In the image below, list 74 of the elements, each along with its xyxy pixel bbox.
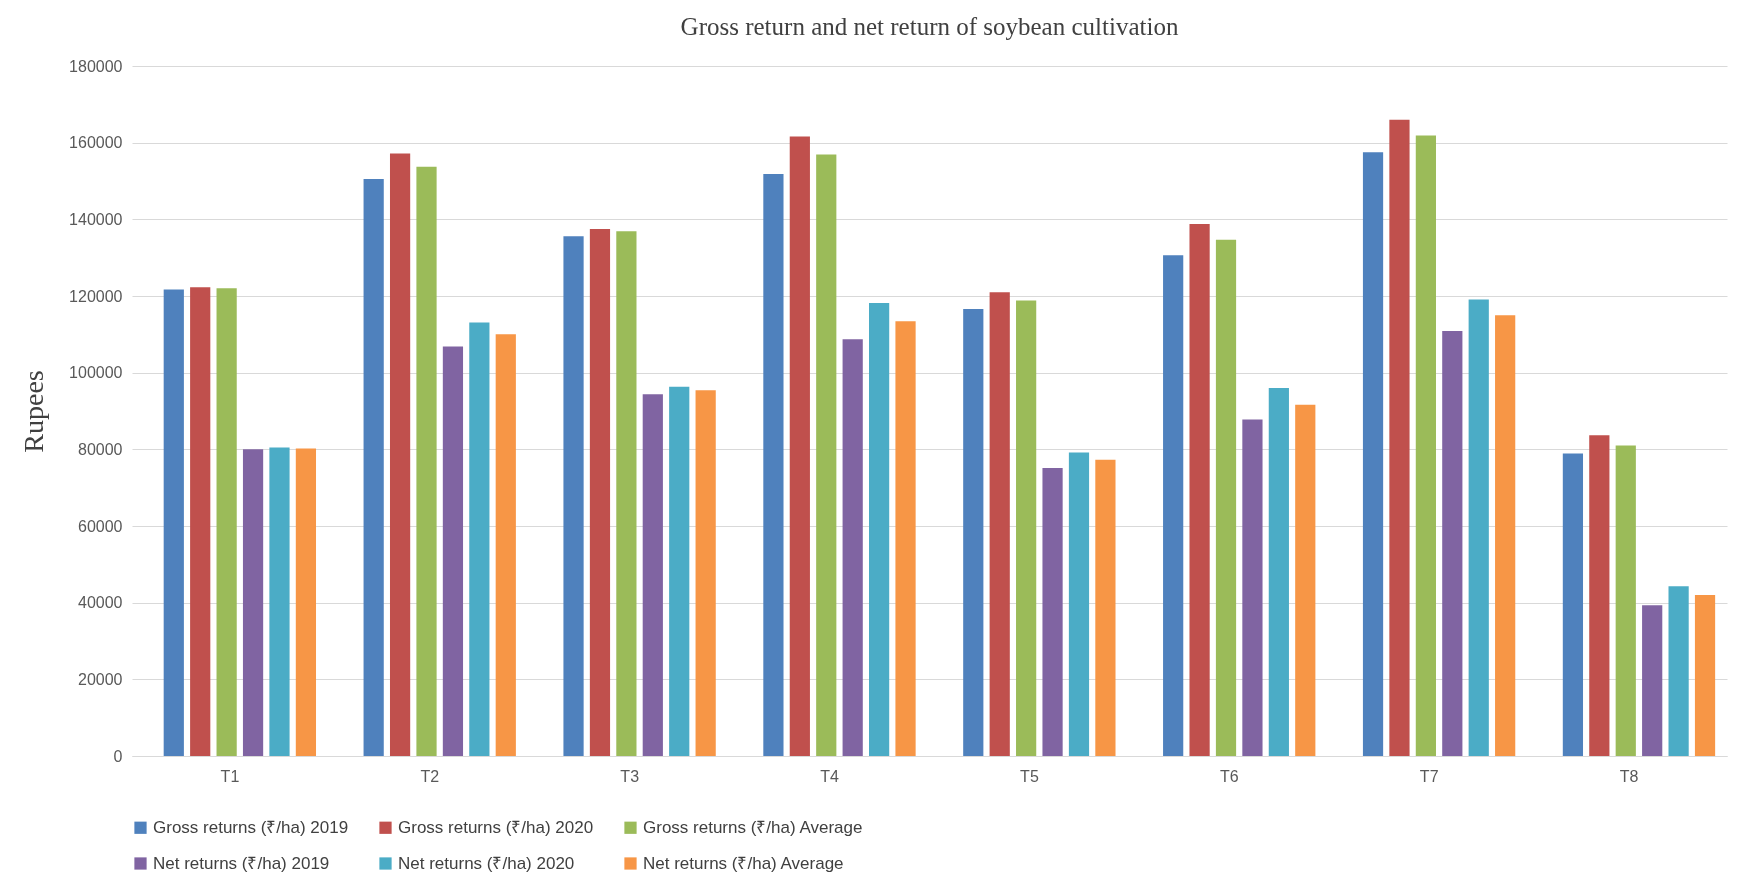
bar bbox=[163, 289, 184, 756]
legend-label: Net returns (₹/ha) Average bbox=[643, 853, 844, 873]
x-tick-label: T5 bbox=[1020, 767, 1039, 785]
bar bbox=[1615, 445, 1636, 756]
legend-label: Net returns (₹/ha) 2019 bbox=[153, 853, 330, 873]
bar bbox=[1362, 152, 1384, 756]
y-tick-label: 40000 bbox=[78, 594, 123, 612]
bar bbox=[1268, 388, 1289, 756]
bar bbox=[789, 136, 810, 756]
bar bbox=[363, 179, 384, 756]
y-tick-label: 20000 bbox=[78, 670, 123, 688]
bar bbox=[1295, 404, 1316, 756]
x-tick-label: T6 bbox=[1219, 767, 1239, 785]
bar bbox=[1589, 435, 1610, 756]
bar bbox=[1468, 299, 1489, 756]
bar bbox=[589, 228, 611, 756]
y-tick-label: 160000 bbox=[69, 134, 123, 152]
bar bbox=[763, 174, 784, 756]
bar bbox=[616, 231, 637, 756]
x-tick-label: T1 bbox=[220, 767, 240, 785]
bar bbox=[1389, 119, 1410, 756]
bar bbox=[1215, 239, 1237, 756]
bar bbox=[469, 322, 490, 756]
bar bbox=[1042, 468, 1063, 756]
y-tick-label: 100000 bbox=[69, 364, 123, 382]
bar bbox=[1016, 300, 1037, 756]
chart-title: Gross return and net return of soybean cultivation bbox=[680, 13, 1179, 40]
bar bbox=[989, 292, 1010, 756]
bar bbox=[1189, 223, 1210, 756]
x-tick-label: T3 bbox=[620, 767, 640, 785]
x-tick-label: T7 bbox=[1419, 767, 1439, 785]
legend-label: Gross returns (₹/ha) Average bbox=[643, 817, 863, 837]
bar bbox=[216, 288, 237, 756]
bar bbox=[695, 390, 716, 756]
bar bbox=[563, 236, 584, 756]
bar bbox=[1642, 605, 1663, 756]
bar bbox=[816, 154, 837, 756]
y-axis-title: Rupees bbox=[18, 370, 50, 453]
y-tick-label: 140000 bbox=[69, 210, 123, 228]
y-tick-label: 180000 bbox=[69, 57, 123, 75]
bar bbox=[1068, 452, 1090, 756]
bar bbox=[389, 153, 411, 756]
bar bbox=[495, 334, 516, 756]
legend-label: Gross returns (₹/ha) 2019 bbox=[153, 817, 349, 837]
x-tick-label: T8 bbox=[1619, 767, 1639, 785]
bar bbox=[1694, 595, 1716, 756]
y-tick-label: 60000 bbox=[78, 517, 123, 535]
bar bbox=[642, 394, 663, 756]
bar bbox=[269, 447, 290, 756]
bar bbox=[869, 302, 890, 756]
bar bbox=[1163, 255, 1184, 756]
bar bbox=[295, 448, 317, 756]
x-tick-label: T2 bbox=[420, 767, 440, 785]
bar bbox=[1442, 330, 1463, 756]
x-tick-label: T4 bbox=[820, 767, 839, 785]
legend-label: Gross returns (₹/ha) 2020 bbox=[398, 817, 594, 837]
bar bbox=[669, 386, 690, 756]
bar bbox=[442, 346, 464, 756]
bar bbox=[1562, 453, 1584, 756]
bar bbox=[1242, 419, 1263, 756]
legend-label: Net returns (₹/ha) 2020 bbox=[398, 853, 575, 873]
bar bbox=[416, 166, 437, 756]
bar bbox=[1495, 315, 1516, 756]
bar bbox=[963, 309, 984, 756]
bar bbox=[1415, 135, 1436, 756]
bar bbox=[242, 449, 264, 756]
bar bbox=[1095, 459, 1116, 756]
bar bbox=[1668, 586, 1689, 756]
bar bbox=[190, 287, 211, 756]
bar bbox=[895, 321, 916, 756]
y-tick-label: 0 bbox=[113, 747, 123, 765]
y-tick-label: 80000 bbox=[78, 440, 123, 458]
bar bbox=[842, 339, 863, 756]
y-tick-label: 120000 bbox=[69, 287, 123, 305]
